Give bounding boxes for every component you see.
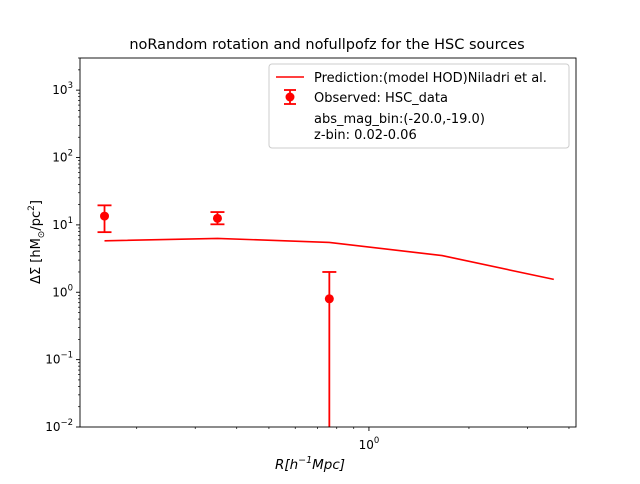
y-axis-label: ΔΣ [hM⊙/pc2] [27, 200, 47, 284]
legend-entry-mag-bin: abs_mag_bin:(-20.0,-19.0) [314, 112, 485, 127]
plot-content [97, 204, 554, 427]
observed-point [324, 294, 334, 304]
prediction-line [104, 237, 554, 281]
y-tick-label: 102 [52, 149, 73, 165]
plot-frame [79, 57, 577, 428]
y-tick-label: 103 [52, 81, 73, 97]
observed-point [100, 211, 110, 221]
legend-errorbar-swatch [284, 89, 296, 105]
x-tick-label: 100 [359, 436, 380, 452]
legend: Prediction:(model HOD)Niladri et al. Obs… [268, 63, 570, 149]
legend-entry-z-bin: z-bin: 0.02-0.06 [314, 128, 417, 143]
legend-entry-prediction: Prediction:(model HOD)Niladri et al. [314, 71, 547, 86]
y-tick-label: 10−1 [45, 351, 73, 367]
axis-ticks: 10−2 10−1 100 101 102 103 100 [45, 57, 570, 452]
observed-point [212, 213, 222, 223]
x-axis-label: R[h−1Mpc] [275, 455, 345, 473]
plot-clipped-area [97, 204, 554, 427]
y-tick-label: 10−2 [45, 418, 73, 434]
legend-box [268, 63, 570, 149]
y-tick-label: 100 [52, 283, 73, 299]
chart-title: noRandom rotation and nofullpofz for the… [129, 37, 524, 53]
legend-entry-observed: Observed: HSC_data [314, 91, 448, 106]
y-tick-label: 101 [52, 216, 73, 232]
